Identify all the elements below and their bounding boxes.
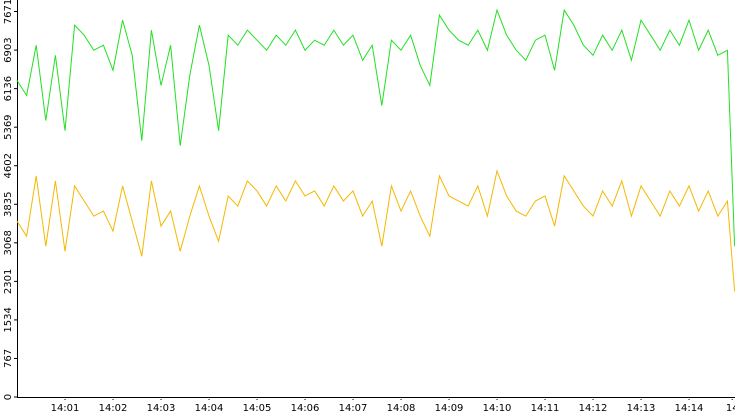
y-tick-label: 6136 (3, 76, 14, 101)
x-tick-label: 14:06 (291, 403, 320, 414)
x-tick-label: 14:09 (435, 403, 464, 414)
y-tick-label: 2301 (3, 269, 14, 294)
y-tick-label: 4602 (3, 153, 14, 178)
x-tick-label: 14:13 (627, 403, 656, 414)
series-line (16, 169, 735, 292)
x-tick-label: 14:04 (195, 403, 224, 414)
x-tick-label: 14:05 (243, 403, 272, 414)
y-tick-label: 767 (3, 349, 14, 368)
y-tick-label: 6903 (3, 37, 14, 62)
x-tick-label: 14:03 (147, 403, 176, 414)
y-tick-label: 3068 (3, 230, 14, 255)
x-tick-label: 14 (726, 403, 735, 414)
x-tick-label: 14:10 (483, 403, 512, 414)
series-line (16, 8, 735, 247)
x-tick-label: 14:02 (99, 403, 128, 414)
y-tick-label: 5369 (3, 114, 14, 139)
x-tick-label: 14:08 (387, 403, 416, 414)
x-tick-label: 14:11 (531, 403, 560, 414)
x-tick-label: 14:12 (579, 403, 608, 414)
y-tick-label: 7671 (3, 0, 14, 24)
x-tick-label: 14:07 (339, 403, 368, 414)
x-tick-label: 14:01 (51, 403, 80, 414)
y-tick-label: 1534 (3, 307, 14, 332)
y-tick-label: 3835 (3, 192, 14, 217)
x-tick-label: 14:14 (675, 403, 704, 414)
y-tick-label: 0 (3, 394, 14, 400)
